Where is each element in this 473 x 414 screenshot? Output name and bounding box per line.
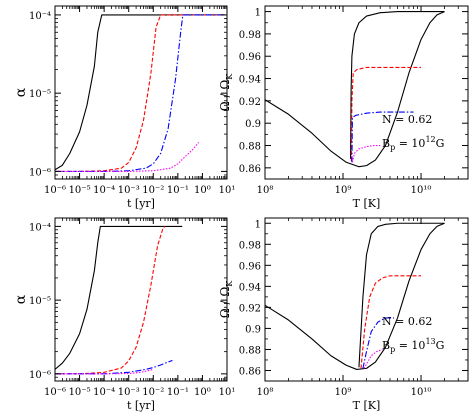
plot-frame <box>54 5 228 180</box>
plot-frame <box>54 217 228 382</box>
plot-frame <box>264 5 469 180</box>
x-tick-label: 10⁻⁶ <box>44 185 66 196</box>
annotation-bfield: Bp = 1012G <box>382 135 444 152</box>
series-line-2 <box>360 275 422 369</box>
x-tick-label: 10¹ <box>219 185 236 196</box>
annotation-n: N = 0.62 <box>382 315 432 328</box>
y-tick-label: 0.98 <box>239 30 261 41</box>
series-line-3 <box>55 368 154 375</box>
series-line-2 <box>55 14 225 172</box>
x-tick-label: 10⁻⁵ <box>69 185 91 196</box>
x-tick-label: 10⁻⁶ <box>44 387 66 398</box>
x-tick-label: 10⁻³ <box>118 387 140 398</box>
x-tick-label: 10⁰ <box>194 387 211 398</box>
y-axis-label: α <box>13 294 29 304</box>
y-tick-label: 1 <box>255 219 261 230</box>
x-tick-label: 10¹ <box>219 387 236 398</box>
y-tick-label: 1 <box>255 8 261 19</box>
y-tick-label: 0.9 <box>245 324 261 335</box>
y-tick-label: 0.88 <box>239 345 261 356</box>
x-tick-label: 10⁰ <box>194 185 211 196</box>
y-tick-label: 0.94 <box>239 282 261 293</box>
y-axis-label: Ω / ΩK <box>218 280 234 319</box>
series-line-3 <box>362 317 394 369</box>
y-tick-label: 0.98 <box>239 240 261 251</box>
x-axis-label: T [K] <box>353 197 381 210</box>
series-line-1 <box>358 222 445 368</box>
annotation-bfield: Bp = 1013G <box>382 337 444 354</box>
y-tick-label: 10⁻⁵ <box>29 89 51 100</box>
x-tick-label: 10⁻¹ <box>167 185 189 196</box>
plot-frame <box>264 217 469 382</box>
x-tick-label: 10⁹ <box>335 387 352 398</box>
series-line-1 <box>55 14 225 172</box>
series-line-3 <box>55 142 200 172</box>
x-tick-label: 10⁻² <box>142 185 164 196</box>
series-line-4 <box>363 348 383 369</box>
y-tick-label: 0.96 <box>239 52 261 63</box>
x-tick-label: 10⁻³ <box>118 185 140 196</box>
y-tick-label: 0.88 <box>239 142 261 153</box>
series-line-2 <box>350 66 422 162</box>
y-tick-label: 10⁻⁴ <box>29 222 51 233</box>
chart-panel-top-right: 10⁸ 10⁹ 10¹⁰ 0.86 0.88 0.9 0.92 0.94 0.96 0.98 1 T … <box>218 5 469 210</box>
y-axis-label: Ω / ΩK <box>218 73 234 112</box>
y-tick-label: 10⁻⁴ <box>29 11 51 22</box>
y-tick-label: 0.92 <box>239 97 261 108</box>
x-axis-label: t [yr] <box>127 399 155 412</box>
series-group <box>55 14 225 172</box>
y-tick-label: 10⁻⁶ <box>29 370 51 381</box>
x-tick-label: 10⁹ <box>335 185 352 196</box>
y-tick-label: 0.86 <box>239 366 261 377</box>
series-line-0 <box>265 11 445 168</box>
x-tick-label: 10⁻⁴ <box>93 185 115 196</box>
y-tick-label: 0.86 <box>239 164 261 175</box>
series-line-2 <box>55 359 173 375</box>
chart-panel-bottom-left: 10⁻⁶ 10⁻⁵ 10⁻⁴ 10⁻³ 10⁻² 10⁻¹ 10⁰ 10¹10⁻⁶10⁻⁵10… <box>13 217 236 412</box>
x-tick-label: 10⁻⁴ <box>93 387 115 398</box>
x-axis-label: t [yr] <box>127 197 155 210</box>
series-group <box>265 11 445 168</box>
y-axis-label: α <box>13 87 29 97</box>
y-tick-label: 0.96 <box>239 261 261 272</box>
annotation-n: N = 0.62 <box>382 113 432 126</box>
series-line-1 <box>55 225 166 375</box>
y-tick-label: 10⁻⁵ <box>29 296 51 307</box>
series-group <box>265 222 445 370</box>
x-tick-label: 10⁻² <box>142 387 164 398</box>
y-tick-label: 10⁻⁶ <box>29 167 51 178</box>
chart-panel-bottom-right: 10⁸ 10⁹ 10¹⁰ 0.86 0.88 0.9 0.92 0.94 0.96 0.98 1 T … <box>218 217 469 412</box>
series-line-0 <box>55 14 225 171</box>
x-tick-label: 10¹⁰ <box>411 387 432 398</box>
series-line-0 <box>265 222 445 370</box>
x-axis-label: T [K] <box>353 399 381 412</box>
chart-panel-top-left: 10⁻⁶ 10⁻⁵ 10⁻⁴ 10⁻³ 10⁻² 10⁻¹ 10⁰ 10¹10⁻⁶10⁻⁵10… <box>13 5 236 210</box>
y-tick-label: 0.94 <box>239 75 261 86</box>
series-group <box>55 225 183 375</box>
x-tick-label: 10⁻¹ <box>167 387 189 398</box>
x-tick-label: 10⁸ <box>257 185 274 196</box>
series-line-0 <box>55 225 183 370</box>
series-line-3 <box>351 111 414 163</box>
y-tick-label: 0.9 <box>245 119 261 130</box>
x-tick-label: 10⁻⁵ <box>69 387 91 398</box>
x-tick-label: 10⁸ <box>257 387 274 398</box>
series-line-4 <box>351 144 381 163</box>
y-tick-label: 0.92 <box>239 303 261 314</box>
x-tick-label: 10¹⁰ <box>411 185 432 196</box>
series-line-1 <box>350 11 445 159</box>
